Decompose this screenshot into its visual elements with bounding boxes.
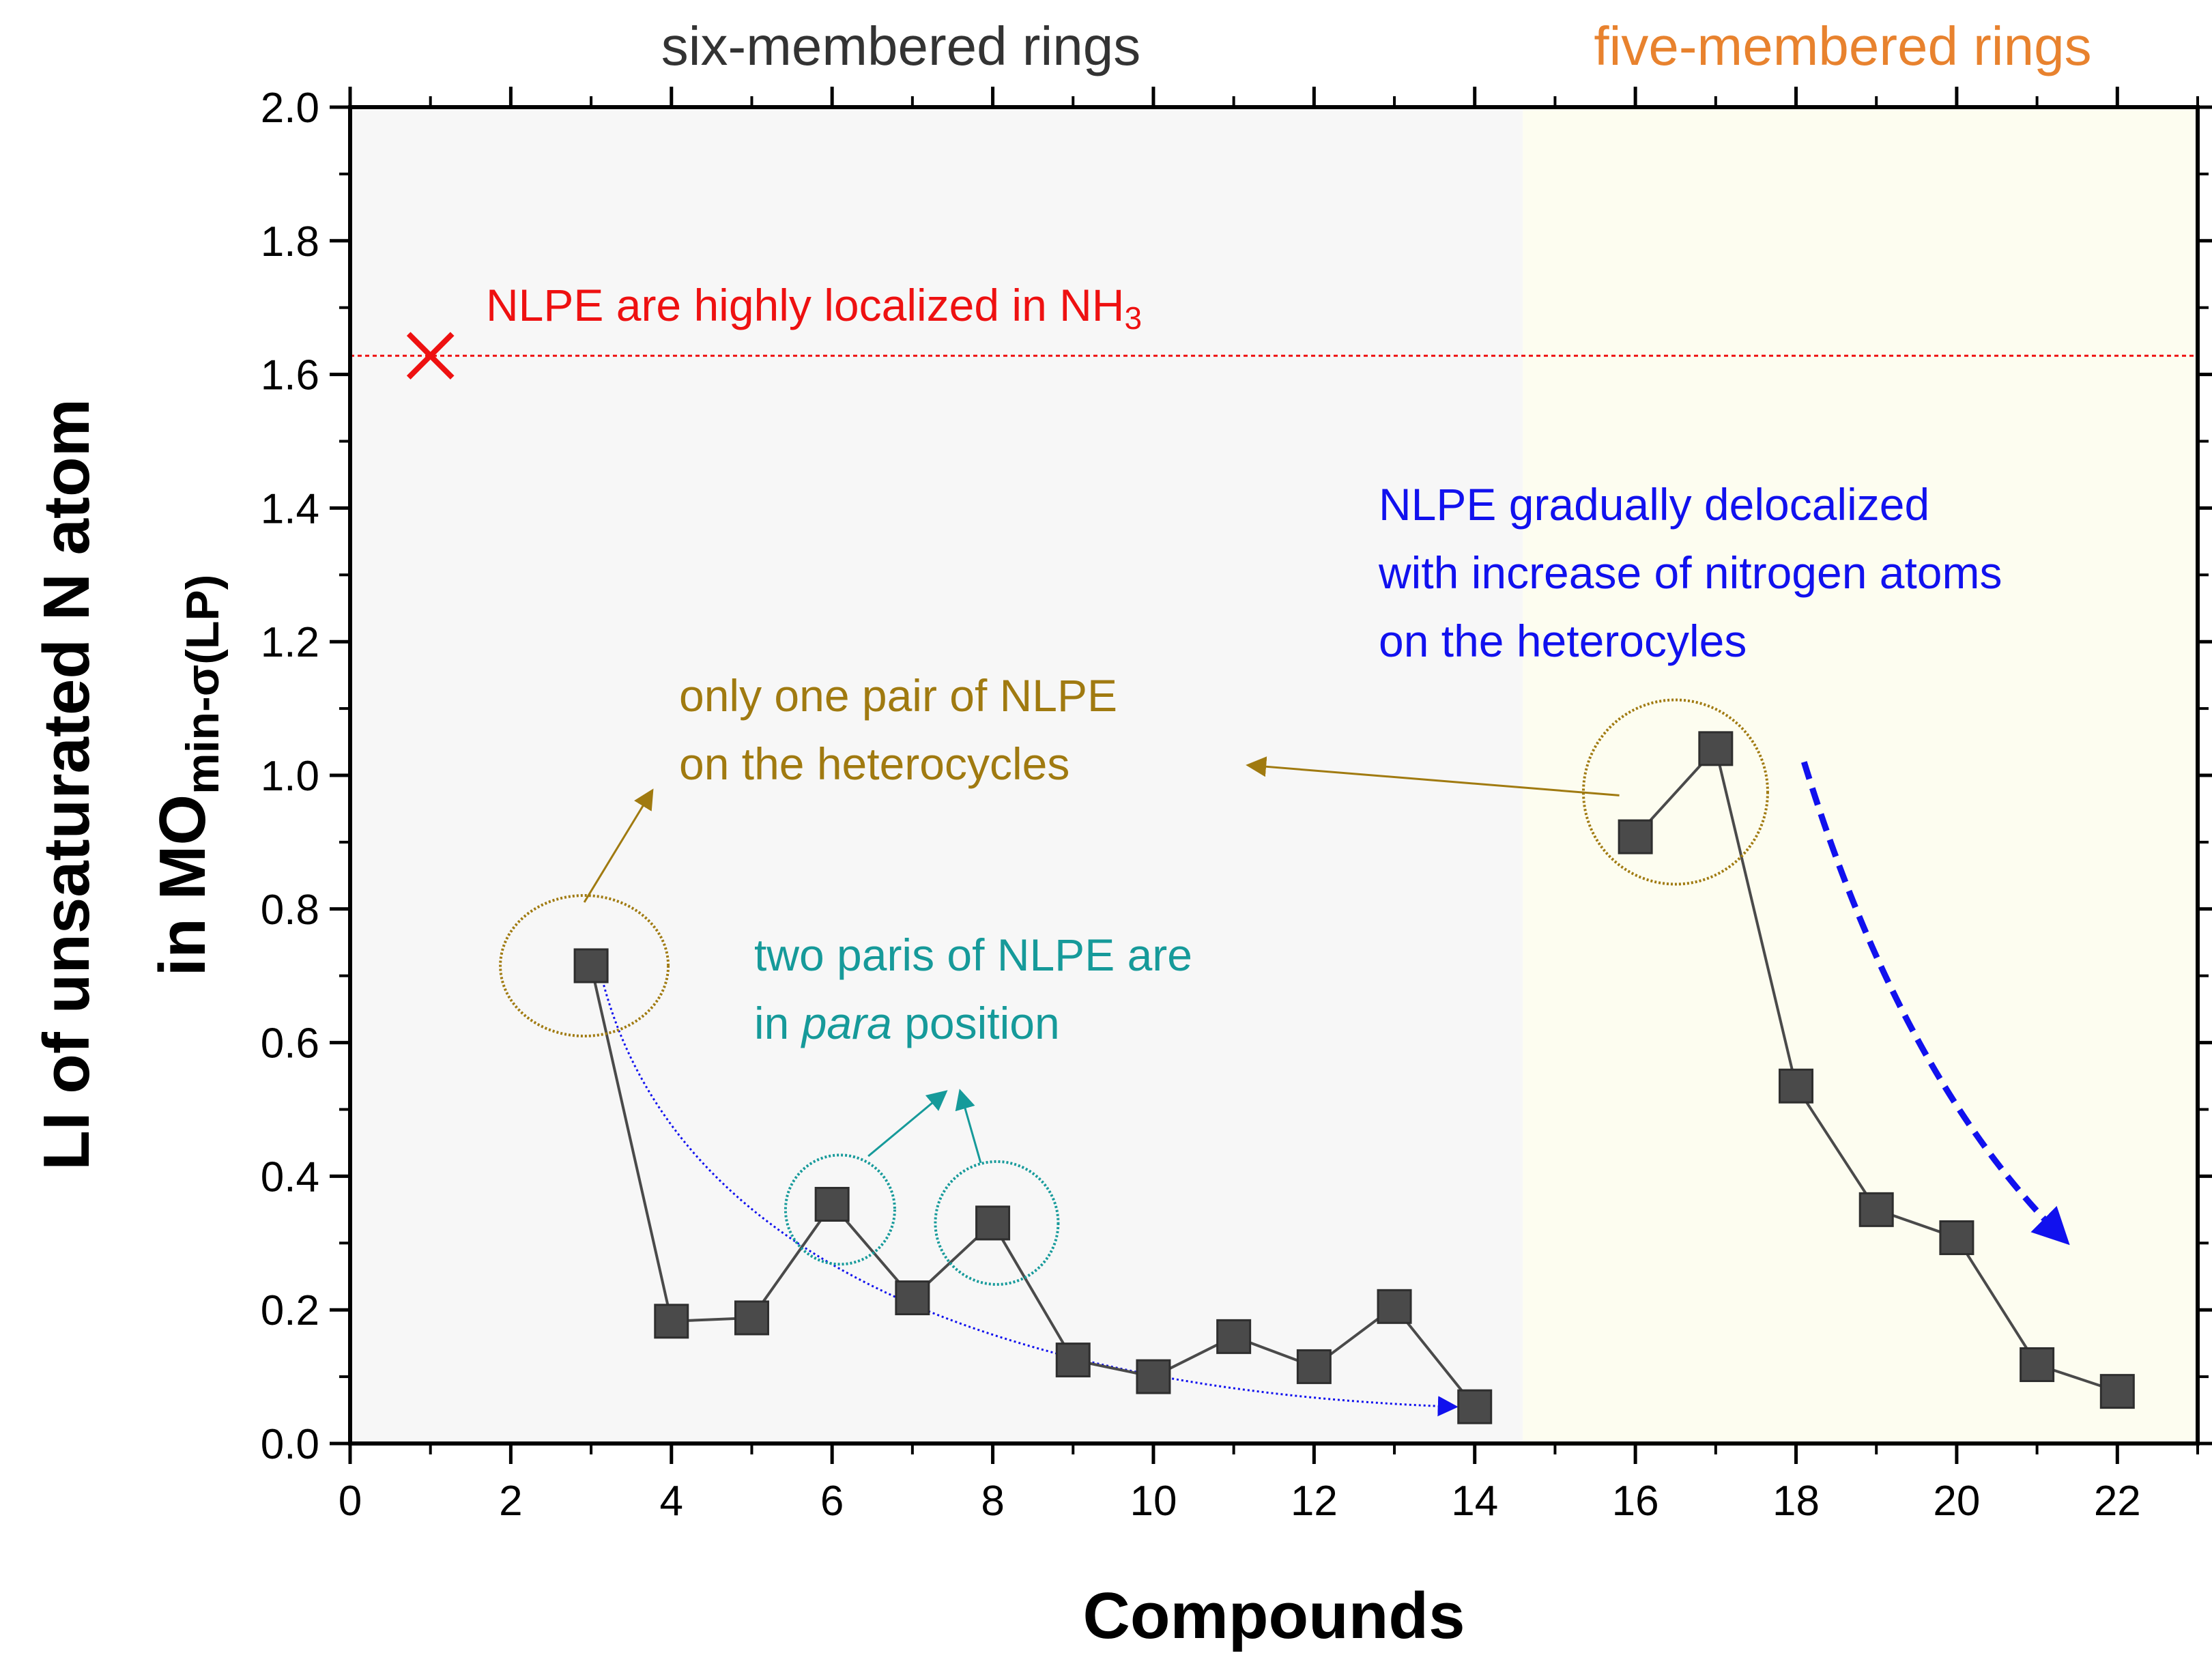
- x-tick-label-4: 4: [660, 1478, 683, 1525]
- highlight-circle-compound-6: [784, 1153, 896, 1266]
- highlight-circle-compounds-16-17: [1581, 698, 1769, 886]
- axes-layer: 0 2 4 6 8 10 12 14 16 18 20 22 0.0 0.2 0.4 0.6 0.8 1.0 1.2…: [261, 85, 2212, 1525]
- y-tick-label-1.0: 1.0: [261, 753, 319, 800]
- x-tick-label-8: 8: [981, 1478, 1004, 1525]
- annotation-two-pairs: two paris of NLPE are in para position: [754, 930, 1205, 1048]
- annotation-arrow-compound-8: [955, 1089, 982, 1164]
- data-point-14: [1457, 1389, 1493, 1424]
- y-tick-label-1.8: 1.8: [261, 218, 319, 265]
- x-tick-label-16: 16: [1612, 1478, 1659, 1525]
- reference-marker: [406, 332, 455, 380]
- x-tick-label-10: 10: [1130, 1478, 1177, 1525]
- y-tick-label-1.4: 1.4: [261, 485, 319, 532]
- data-point-17: [1698, 731, 1734, 766]
- data-point-4: [654, 1304, 689, 1339]
- reference-label: NLPE are highly localized in NH3: [486, 280, 1142, 336]
- data-point-10: [1136, 1359, 1171, 1394]
- data-point-13: [1377, 1289, 1412, 1324]
- highlight-circle-compound-3: [499, 894, 670, 1038]
- data-point-11: [1216, 1319, 1252, 1354]
- data-point-8: [975, 1205, 1011, 1241]
- data-point-9: [1055, 1342, 1091, 1378]
- x-tick-label-12: 12: [1291, 1478, 1338, 1525]
- annotation-delocalized: NLPE gradually delocalized with increase…: [1378, 479, 2015, 666]
- y-tick-label-1.2: 1.2: [261, 619, 319, 666]
- region-six-membered: [350, 107, 1523, 1444]
- data-point-20: [1939, 1220, 1974, 1255]
- data-point-21: [2020, 1347, 2055, 1382]
- annotation-one-pair: only one pair of NLPE on the heterocycle…: [679, 670, 1130, 789]
- x-tick-label-22: 22: [2094, 1478, 2141, 1525]
- y-tick-label-1.6: 1.6: [261, 352, 319, 399]
- y-tick-label-2.0: 2.0: [261, 85, 319, 132]
- delocalization-trend-arrow: [1800, 761, 2070, 1246]
- annotation-arrow-compound-6: [867, 1090, 948, 1158]
- annotation-arrow-compounds-16-17: [1246, 756, 1620, 796]
- y-tick-label-0.0: 0.0: [261, 1421, 319, 1468]
- x-tick-label-6: 6: [820, 1478, 844, 1525]
- data-point-7: [895, 1280, 930, 1316]
- data-point-12: [1296, 1349, 1332, 1384]
- region-five-membered: [1523, 107, 2198, 1444]
- x-tick-label-20: 20: [1933, 1478, 1980, 1525]
- x-tick-label-0: 0: [339, 1478, 362, 1525]
- x-tick-label-18: 18: [1772, 1478, 1820, 1525]
- data-point-16: [1618, 819, 1653, 854]
- y-tick-label-0.2: 0.2: [261, 1287, 319, 1334]
- region-label-six-membered: six-membered rings: [661, 16, 1140, 76]
- data-point-3: [573, 948, 609, 983]
- data-point-18: [1779, 1068, 1814, 1104]
- y-axis-title: LI of unsaturated N atom in MOmin-σ(LP): [30, 380, 229, 1170]
- data-point-19: [1858, 1192, 1894, 1227]
- decay-trend-curve: [600, 975, 1459, 1417]
- y-tick-label-0.6: 0.6: [261, 1020, 319, 1067]
- region-label-five-membered: five-membered rings: [1594, 16, 2091, 76]
- reference-marker-stroke-b: [406, 332, 455, 380]
- x-axis-title: Compounds: [1083, 1579, 1465, 1652]
- y-tick-label-0.4: 0.4: [261, 1153, 319, 1201]
- annotation-arrow-compound-3: [583, 788, 654, 903]
- data-point-6: [814, 1187, 850, 1222]
- series-layer: [573, 731, 2135, 1424]
- x-tick-label-14: 14: [1451, 1478, 1498, 1525]
- data-point-22: [2099, 1374, 2135, 1409]
- y-tick-label-0.8: 0.8: [261, 887, 319, 934]
- data-point-5: [734, 1300, 769, 1336]
- highlight-circle-compound-8: [934, 1160, 1060, 1286]
- x-tick-label-2: 2: [499, 1478, 522, 1525]
